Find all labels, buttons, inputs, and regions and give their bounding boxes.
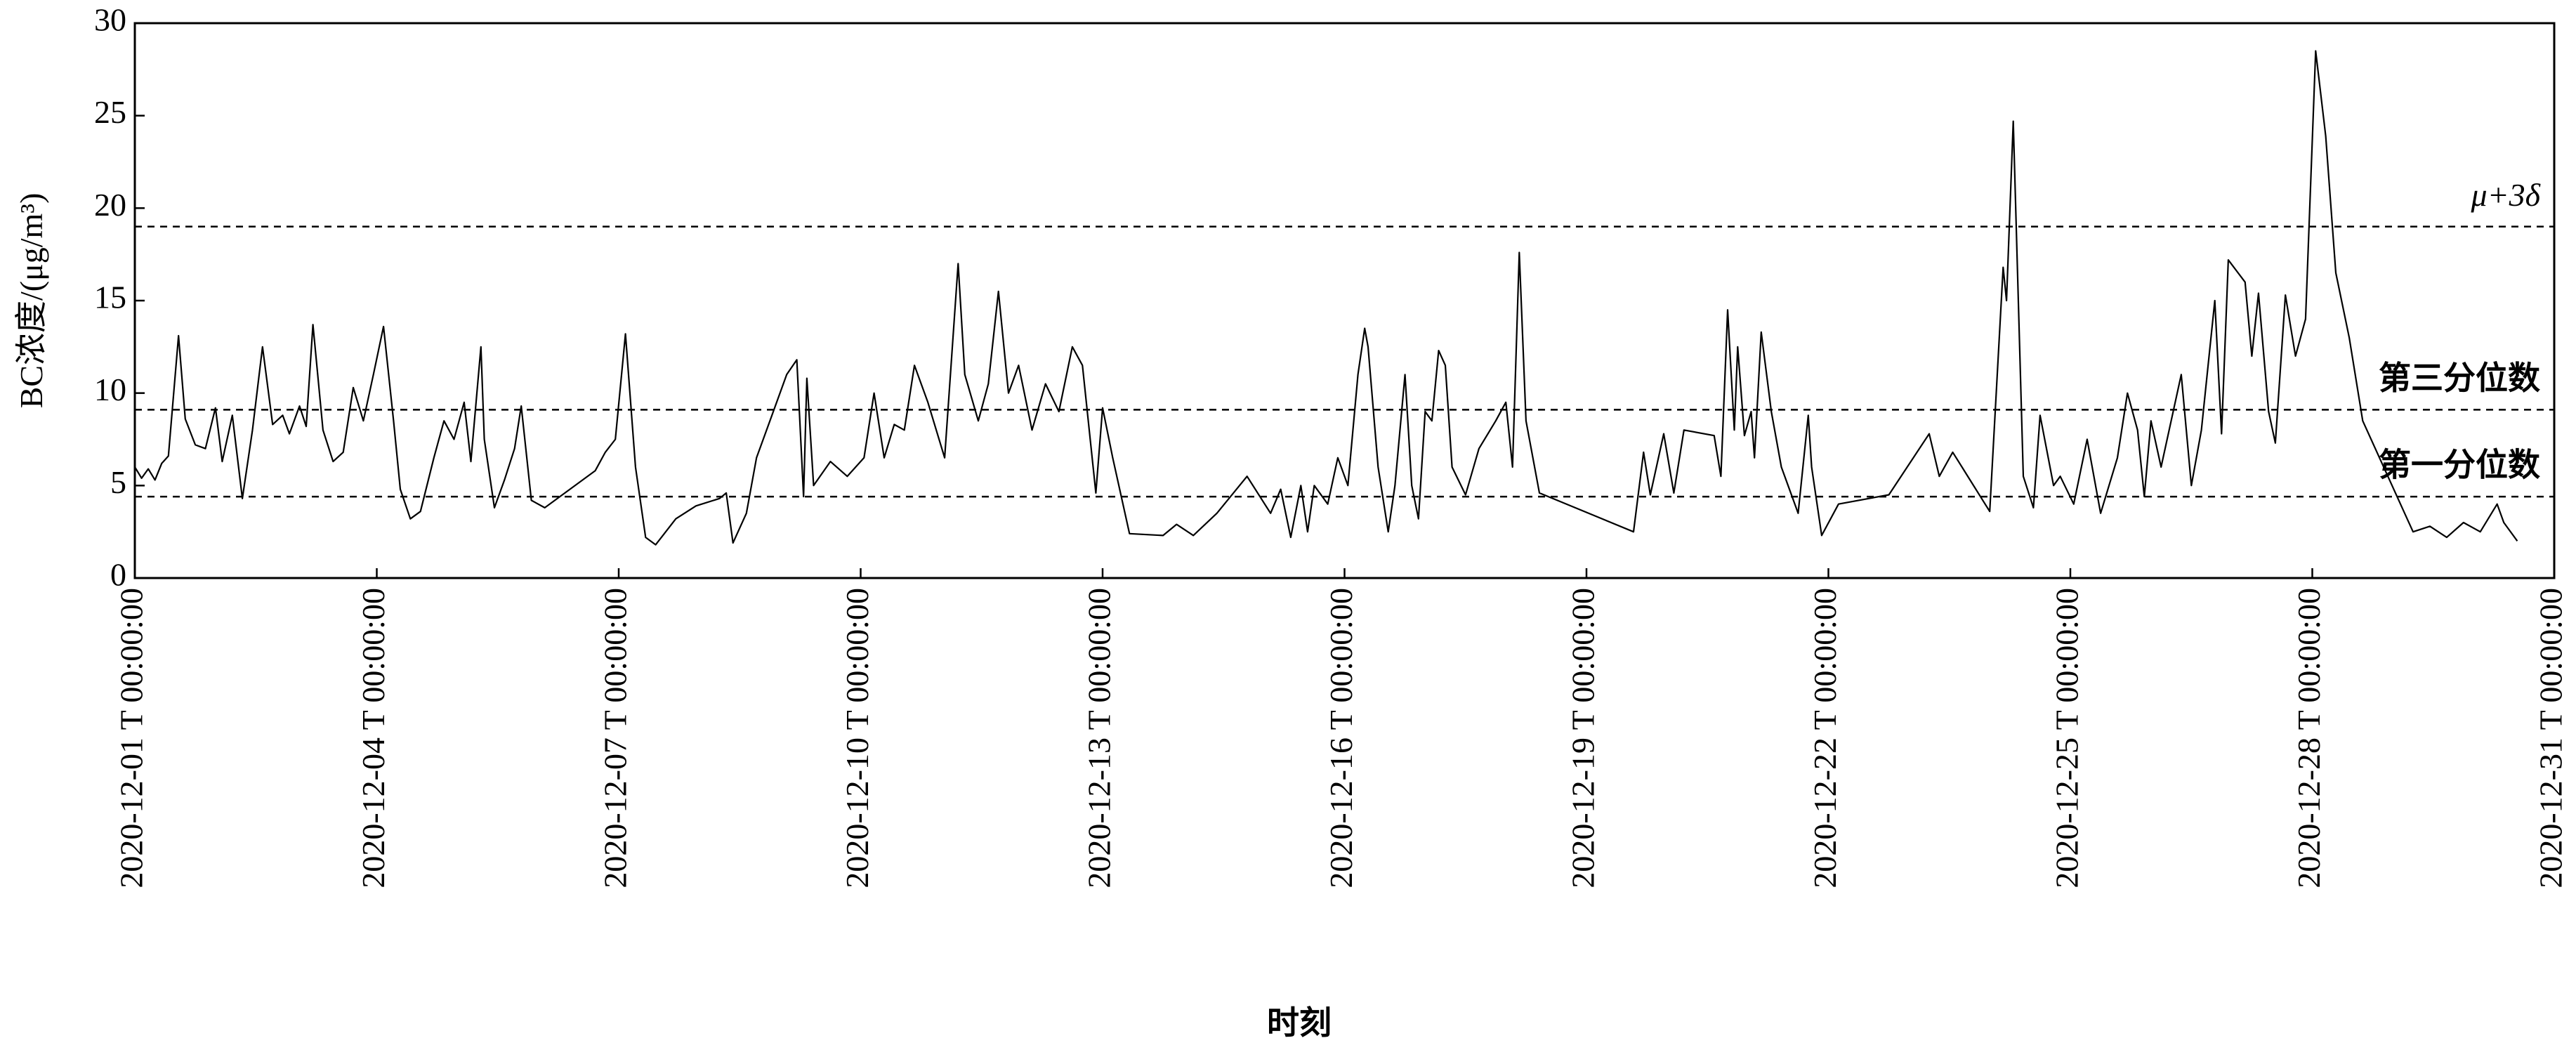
- y-tick-label: 10: [94, 372, 126, 407]
- plot-frame: [133, 22, 2556, 579]
- x-tick-label: 2020-12-28 T 00:00:00: [2291, 588, 2327, 888]
- x-axis-label: 时刻: [1267, 1005, 1332, 1041]
- x-tick-label: 2020-12-10 T 00:00:00: [839, 588, 875, 888]
- x-tick-label: 2020-12-04 T 00:00:00: [355, 588, 391, 888]
- x-tick-label: 2020-12-19 T 00:00:00: [1565, 588, 1601, 888]
- y-tick-label: 15: [94, 280, 126, 315]
- y-tick-label: 5: [110, 464, 126, 500]
- x-tick-label: 2020-12-31 T 00:00:00: [2533, 588, 2569, 888]
- x-tick-label: 2020-12-16 T 00:00:00: [1323, 588, 1359, 888]
- y-tick-label: 20: [94, 187, 126, 223]
- x-tick-label: 2020-12-25 T 00:00:00: [2049, 588, 2085, 888]
- x-tick-label: 2020-12-22 T 00:00:00: [1807, 588, 1843, 888]
- x-tick-label: 2020-12-07 T 00:00:00: [598, 588, 633, 888]
- y-tick-label: 0: [110, 557, 126, 593]
- y-tick-label: 30: [94, 2, 126, 38]
- reference-label: 第三分位数: [2379, 360, 2540, 396]
- x-tick-label: 2020-12-01 T 00:00:00: [114, 588, 150, 888]
- reference-label: μ+3δ: [2470, 177, 2540, 213]
- data-line: [134, 50, 2518, 546]
- y-axis-label: BC浓度/(μg/m³): [13, 193, 49, 409]
- reference-label: 第一分位数: [2379, 447, 2540, 483]
- x-tick-label: 2020-12-13 T 00:00:00: [1082, 588, 1117, 888]
- y-tick-label: 25: [94, 94, 126, 130]
